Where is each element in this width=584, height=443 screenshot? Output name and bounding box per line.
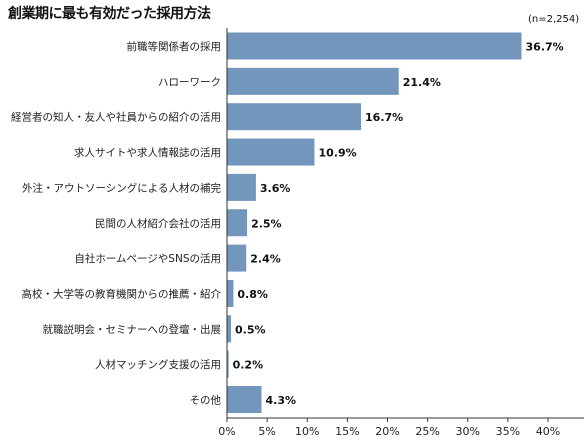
bar — [227, 103, 362, 131]
bar — [227, 67, 399, 95]
category-label: 高校・大学等の教育機関からの推薦・紹介 — [22, 287, 222, 300]
x-tick-label: 5% — [258, 425, 275, 438]
x-tick-label: 15% — [335, 425, 359, 438]
bars-layer — [227, 32, 522, 413]
bar — [227, 315, 232, 343]
bar — [227, 173, 256, 201]
category-label: 就職説明会・セミナーへの登壇・出展 — [43, 323, 222, 336]
value-label: 4.3% — [266, 394, 297, 407]
bar — [227, 32, 522, 60]
x-tick-label: 0% — [218, 425, 235, 438]
value-label: 21.4% — [403, 76, 441, 89]
x-tick-label: 40% — [536, 425, 560, 438]
value-label: 0.2% — [233, 359, 264, 372]
category-label: 民間の人材紹介会社の活用 — [95, 217, 221, 230]
x-tick-label: 20% — [375, 425, 399, 438]
value-label: 16.7% — [365, 111, 403, 124]
value-label: 0.8% — [237, 288, 268, 301]
bar — [227, 350, 229, 378]
sample-size-note: (n=2,254) — [528, 14, 580, 25]
bar — [227, 279, 234, 307]
bar — [227, 138, 315, 166]
value-label: 36.7% — [526, 41, 564, 54]
bar — [227, 209, 248, 237]
category-label: その他 — [190, 394, 222, 407]
category-label: 経営者の知人・友人や社員からの紹介の活用 — [11, 111, 221, 124]
category-label: 前職等関係者の採用 — [127, 40, 222, 53]
category-label: 求人サイトや求人情報誌の活用 — [74, 146, 221, 159]
bar — [227, 244, 247, 272]
x-tick-label: 25% — [415, 425, 439, 438]
category-label: 人材マッチング支援の活用 — [95, 358, 221, 371]
category-label: ハローワーク — [158, 76, 221, 88]
category-label: 外注・アウトソーシングによる人材の補完 — [22, 181, 221, 194]
x-tick-label: 35% — [496, 425, 520, 438]
value-label: 2.4% — [250, 253, 281, 266]
x-tick-label: 10% — [295, 425, 319, 438]
chart-title: 創業期に最も有効だった採用方法 — [8, 6, 211, 22]
axes-layer: 前職等関係者の採用 36.7% ハローワーク 21.4% 経営者の知人・友人や社員からの… — [11, 28, 584, 438]
value-label: 2.5% — [251, 217, 282, 230]
bar — [227, 386, 262, 413]
value-label: 3.6% — [260, 182, 291, 195]
x-tick-label: 30% — [456, 425, 480, 438]
value-label: 10.9% — [318, 147, 356, 160]
category-label: 自社ホームページやSNSの活用 — [74, 252, 221, 265]
value-label: 0.5% — [235, 323, 266, 336]
